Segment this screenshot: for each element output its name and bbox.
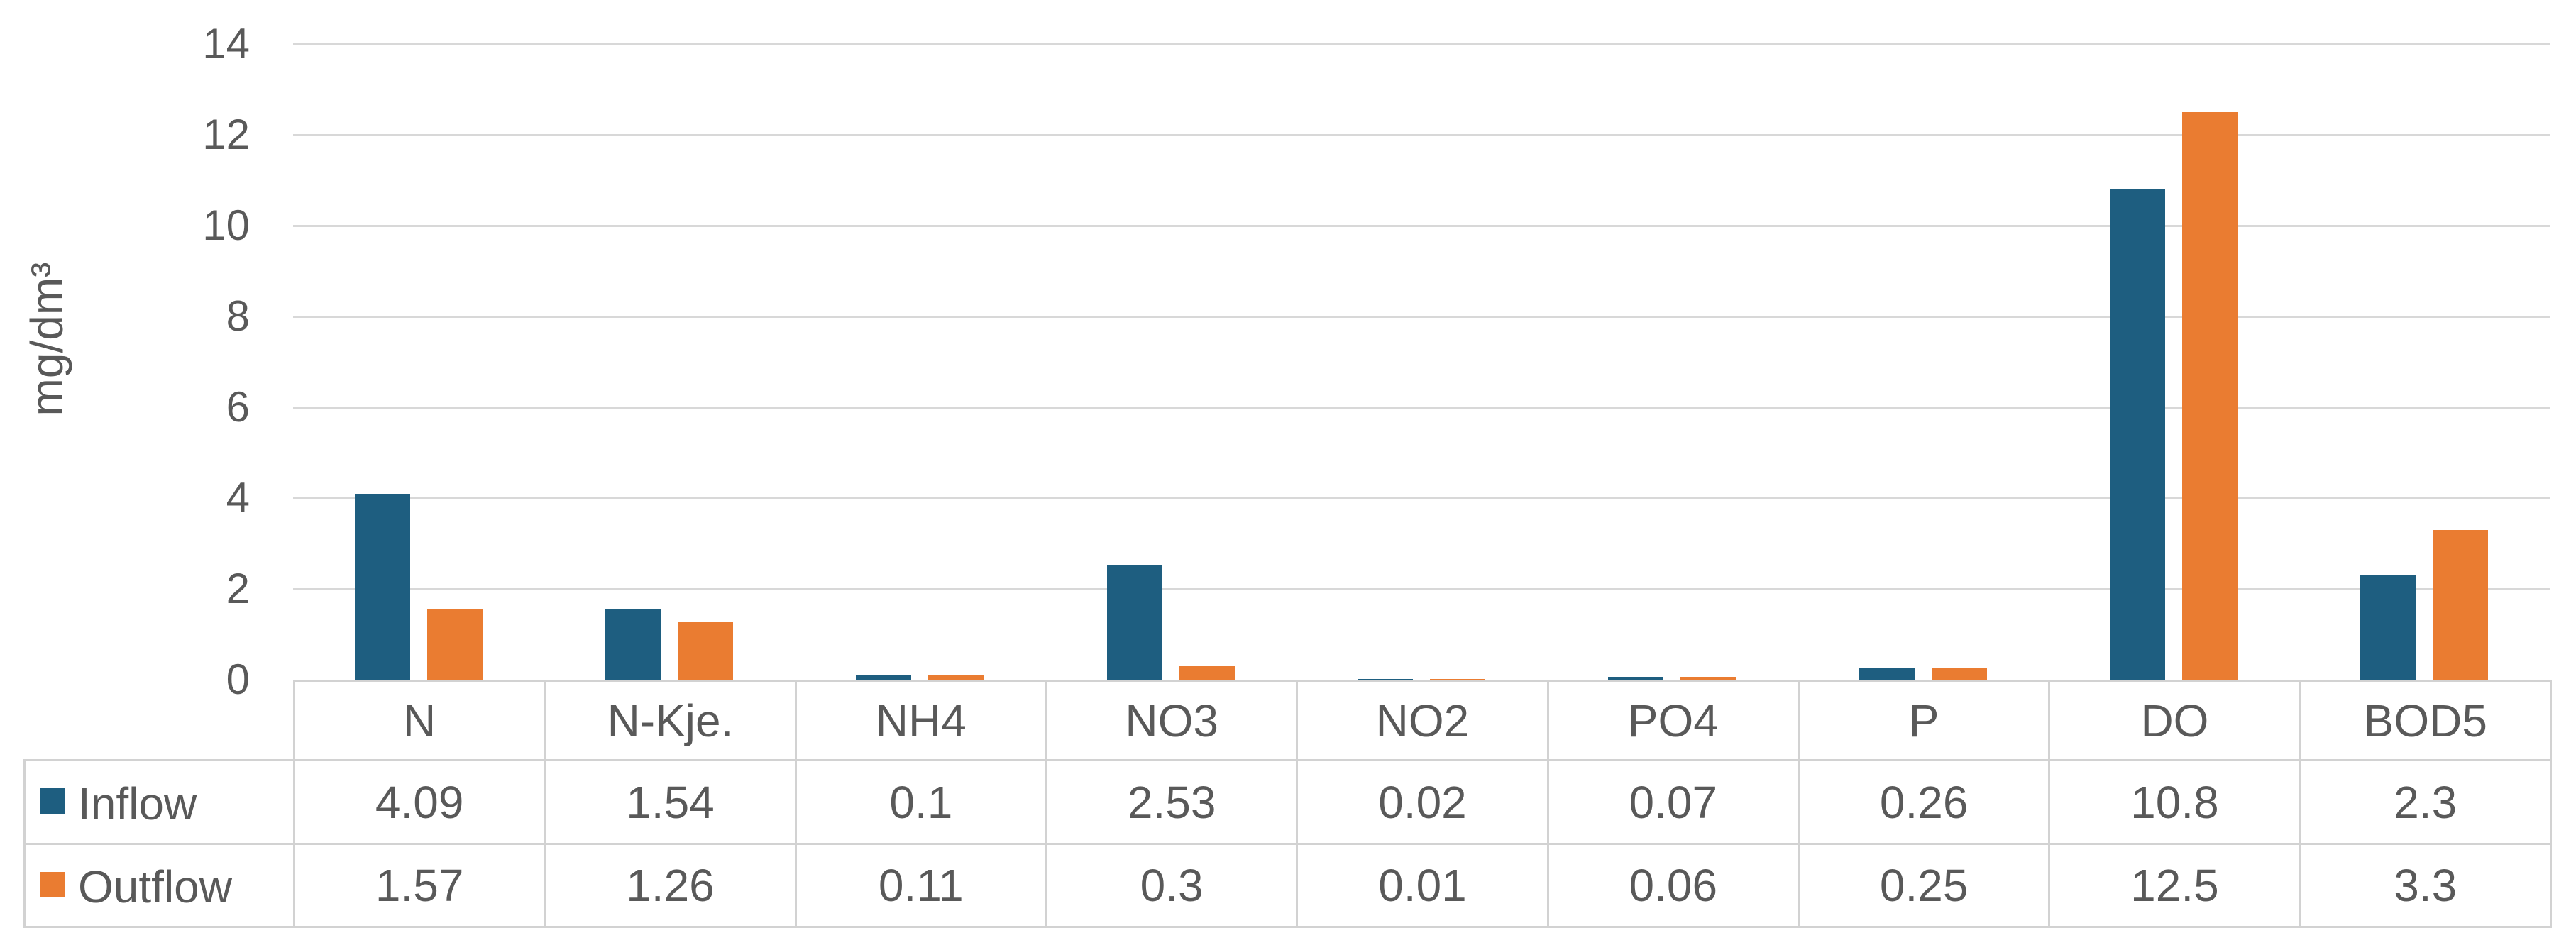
cell-outflow-DO: 12.5 <box>2048 843 2301 928</box>
legend-swatch-inflow <box>40 788 65 814</box>
column-header-NO3: NO3 <box>1045 680 1299 761</box>
cell-outflow-NO2: 0.01 <box>1296 843 1549 928</box>
cell-outflow-N-Kje.: 1.26 <box>544 843 797 928</box>
y-tick-label-6: 6 <box>226 383 250 431</box>
bar-outflow-N-Kje. <box>678 622 733 680</box>
legend-swatch-outflow <box>40 871 65 897</box>
cell-inflow-PO4: 0.07 <box>1546 759 1800 845</box>
bar-outflow-N <box>427 609 483 680</box>
cell-outflow-PO4: 0.06 <box>1546 843 1800 928</box>
gridline-8 <box>293 316 2550 318</box>
gridline-14 <box>293 43 2550 45</box>
cell-inflow-P: 0.26 <box>1797 759 2051 845</box>
table-corner-blank <box>25 681 295 761</box>
bar-inflow-PO4 <box>1608 677 1663 680</box>
gridline-10 <box>293 225 2550 227</box>
bar-inflow-N <box>355 494 410 680</box>
column-header-N: N <box>292 680 546 761</box>
gridline-12 <box>293 134 2550 136</box>
bar-inflow-NH4 <box>856 675 911 680</box>
bar-inflow-NO3 <box>1107 565 1162 680</box>
bar-outflow-P <box>1932 668 1987 680</box>
legend-cell-outflow: Outflow <box>23 843 295 928</box>
cell-outflow-P: 0.25 <box>1797 843 2051 928</box>
y-tick-label-8: 8 <box>226 292 250 340</box>
bar-inflow-P <box>1859 668 1915 680</box>
y-tick-label-2: 2 <box>226 565 250 612</box>
plot-area <box>293 0 2550 680</box>
cell-inflow-N-Kje.: 1.54 <box>544 759 797 845</box>
bar-inflow-BOD5 <box>2360 575 2416 680</box>
column-header-PO4: PO4 <box>1546 680 1800 761</box>
cell-inflow-DO: 10.8 <box>2048 759 2301 845</box>
legend-label-outflow: Outflow <box>78 861 232 913</box>
cell-outflow-NO3: 0.3 <box>1045 843 1299 928</box>
column-header-DO: DO <box>2048 680 2301 761</box>
column-header-BOD5: BOD5 <box>2299 680 2552 761</box>
bar-inflow-NO2 <box>1358 679 1413 680</box>
bar-outflow-DO <box>2182 112 2238 680</box>
cell-outflow-BOD5: 3.3 <box>2299 843 2552 928</box>
cell-inflow-NO2: 0.02 <box>1296 759 1549 845</box>
column-header-NO2: NO2 <box>1296 680 1549 761</box>
column-header-N-Kje.: N-Kje. <box>544 680 797 761</box>
table-row-inflow: Inflow 4.09 1.54 0.1 2.53 0.02 0.07 0.26 10.8 2.3 <box>23 759 2552 845</box>
bar-outflow-NO2 <box>1430 679 1485 680</box>
y-tick-label-4: 4 <box>226 474 250 521</box>
bar-inflow-DO <box>2110 189 2165 680</box>
bar-outflow-NO3 <box>1179 666 1235 680</box>
gridline-6 <box>293 407 2550 409</box>
column-header-NH4: NH4 <box>794 680 1047 761</box>
cell-inflow-NH4: 0.1 <box>794 759 1047 845</box>
bar-outflow-BOD5 <box>2433 530 2488 680</box>
legend-label-inflow: Inflow <box>78 778 197 830</box>
y-tick-label-14: 14 <box>202 20 250 67</box>
table-header-row: N N-Kje. NH4 NO3 NO2 PO4 P DO BOD5 <box>25 680 2552 761</box>
cell-inflow-BOD5: 2.3 <box>2299 759 2552 845</box>
bar-outflow-PO4 <box>1680 677 1736 680</box>
gridline-4 <box>293 497 2550 499</box>
cell-outflow-NH4: 0.11 <box>794 843 1047 928</box>
legend-cell-inflow: Inflow <box>23 759 295 845</box>
column-header-P: P <box>1797 680 2051 761</box>
gridline-2 <box>293 588 2550 590</box>
cell-outflow-N: 1.57 <box>292 843 546 928</box>
bar-outflow-NH4 <box>928 675 984 680</box>
data-table: N N-Kje. NH4 NO3 NO2 PO4 P DO BOD5 Inflow 4.09 1.54… <box>23 680 2552 928</box>
y-tick-label-10: 10 <box>202 201 250 249</box>
y-tick-label-12: 12 <box>202 111 250 158</box>
cell-inflow-N: 4.09 <box>292 759 546 845</box>
bar-inflow-N-Kje. <box>605 609 661 680</box>
cell-inflow-NO3: 2.53 <box>1045 759 1299 845</box>
table-row-outflow: Outflow 1.57 1.26 0.11 0.3 0.01 0.06 0.25 12.5 3.… <box>23 843 2552 928</box>
y-tick-label-0: 0 <box>226 656 250 703</box>
